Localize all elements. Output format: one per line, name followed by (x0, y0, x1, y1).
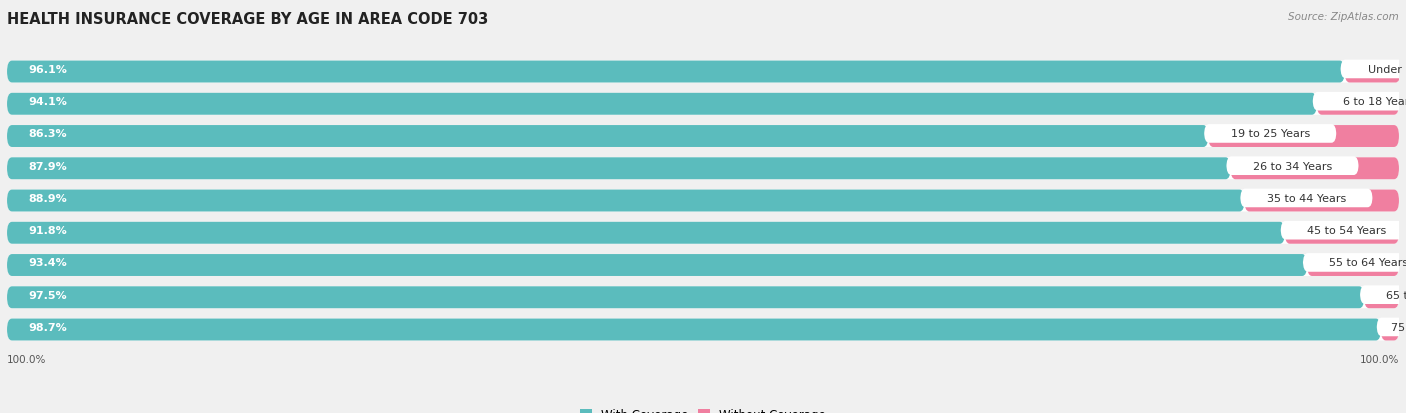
FancyBboxPatch shape (1340, 60, 1406, 79)
FancyBboxPatch shape (7, 190, 1399, 212)
FancyBboxPatch shape (1313, 93, 1406, 111)
Text: 100.0%: 100.0% (1360, 354, 1399, 364)
Text: 93.4%: 93.4% (28, 258, 66, 268)
FancyBboxPatch shape (7, 319, 1399, 341)
Text: Under 6 Years: Under 6 Years (1368, 65, 1406, 75)
Text: Source: ZipAtlas.com: Source: ZipAtlas.com (1288, 12, 1399, 22)
Text: 86.3%: 86.3% (28, 129, 66, 139)
FancyBboxPatch shape (7, 94, 1399, 116)
Text: 91.8%: 91.8% (28, 225, 66, 235)
Text: 75 Years and older: 75 Years and older (1391, 322, 1406, 332)
Text: 55 to 64 Years: 55 to 64 Years (1330, 258, 1406, 268)
Text: 45 to 54 Years: 45 to 54 Years (1308, 225, 1386, 235)
FancyBboxPatch shape (1226, 157, 1358, 176)
FancyBboxPatch shape (7, 62, 1399, 83)
Text: 65 to 74 Years: 65 to 74 Years (1386, 290, 1406, 300)
FancyBboxPatch shape (1281, 221, 1406, 240)
FancyBboxPatch shape (7, 158, 1399, 180)
FancyBboxPatch shape (1285, 222, 1399, 244)
FancyBboxPatch shape (7, 319, 1381, 341)
Text: 19 to 25 Years: 19 to 25 Years (1230, 129, 1310, 139)
FancyBboxPatch shape (1381, 319, 1399, 341)
FancyBboxPatch shape (1344, 62, 1400, 83)
Text: 100.0%: 100.0% (7, 354, 46, 364)
FancyBboxPatch shape (7, 222, 1399, 244)
FancyBboxPatch shape (1303, 254, 1406, 272)
Text: 98.7%: 98.7% (28, 322, 66, 332)
FancyBboxPatch shape (7, 158, 1230, 180)
FancyBboxPatch shape (1364, 287, 1399, 309)
FancyBboxPatch shape (1240, 189, 1372, 208)
FancyBboxPatch shape (7, 94, 1317, 116)
FancyBboxPatch shape (1204, 125, 1336, 143)
Text: 94.1%: 94.1% (28, 97, 66, 107)
FancyBboxPatch shape (1208, 126, 1399, 147)
Text: 35 to 44 Years: 35 to 44 Years (1267, 193, 1346, 204)
FancyBboxPatch shape (7, 126, 1399, 147)
Text: HEALTH INSURANCE COVERAGE BY AGE IN AREA CODE 703: HEALTH INSURANCE COVERAGE BY AGE IN AREA… (7, 12, 488, 27)
Legend: With Coverage, Without Coverage: With Coverage, Without Coverage (579, 408, 827, 413)
FancyBboxPatch shape (7, 287, 1399, 309)
FancyBboxPatch shape (7, 254, 1399, 276)
FancyBboxPatch shape (7, 126, 1208, 147)
Text: 6 to 18 Years: 6 to 18 Years (1343, 97, 1406, 107)
Text: 87.9%: 87.9% (28, 161, 66, 171)
FancyBboxPatch shape (7, 254, 1308, 276)
Text: 26 to 34 Years: 26 to 34 Years (1253, 161, 1331, 171)
FancyBboxPatch shape (7, 287, 1364, 309)
FancyBboxPatch shape (1308, 254, 1399, 276)
FancyBboxPatch shape (1230, 158, 1399, 180)
FancyBboxPatch shape (7, 190, 1244, 212)
FancyBboxPatch shape (1244, 190, 1399, 212)
FancyBboxPatch shape (1317, 94, 1399, 116)
Text: 97.5%: 97.5% (28, 290, 66, 300)
FancyBboxPatch shape (7, 222, 1285, 244)
FancyBboxPatch shape (7, 62, 1344, 83)
Text: 96.1%: 96.1% (28, 65, 66, 75)
FancyBboxPatch shape (1376, 318, 1406, 337)
FancyBboxPatch shape (1360, 286, 1406, 304)
Text: 88.9%: 88.9% (28, 193, 66, 204)
